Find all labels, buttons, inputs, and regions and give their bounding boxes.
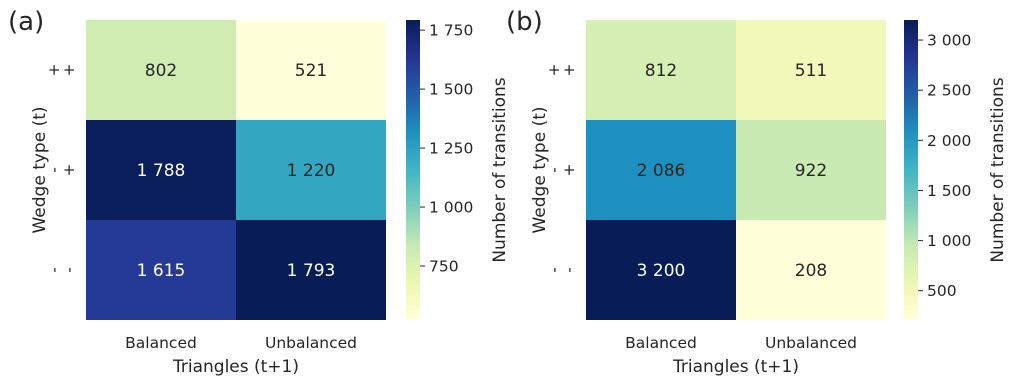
colorbar-tick-label: 2 500 bbox=[927, 82, 971, 100]
cell-value-label: 521 bbox=[295, 61, 327, 81]
y-tick-label-top: + bbox=[545, 64, 563, 77]
colorbar-tick-label: 3 000 bbox=[927, 32, 971, 50]
colorbar-tick-label: 1 000 bbox=[429, 199, 473, 217]
y-tick-label-top: - bbox=[45, 267, 63, 273]
cell-value-label: 812 bbox=[645, 61, 677, 81]
cell-value-label: 802 bbox=[145, 61, 177, 81]
panel-label: (b) bbox=[506, 7, 543, 37]
colorbar-label: Number of transitions bbox=[490, 77, 510, 262]
cell-value-label: 1 615 bbox=[137, 261, 186, 281]
heatmap-panel-b: (b) 812 511 2 086 922 3 200 208 Balanced Unbalan… bbox=[506, 7, 1008, 377]
y-tick-label-bottom: - bbox=[60, 267, 78, 273]
cell-value-label: 511 bbox=[795, 61, 827, 81]
heatmap-cell bbox=[736, 120, 886, 220]
y-tick-label-bottom: + bbox=[60, 164, 78, 177]
x-axis-label: Triangles (t+1) bbox=[172, 357, 299, 377]
colorbar-tick-label: 2 000 bbox=[927, 132, 971, 150]
colorbar-tick-label: 750 bbox=[429, 257, 459, 275]
cell-value-label: 1 793 bbox=[287, 261, 336, 281]
colorbar-tick-label: 500 bbox=[927, 282, 957, 300]
heatmap-cell bbox=[236, 120, 386, 220]
colorbar-tick-label: 1 500 bbox=[927, 182, 971, 200]
cell-value-label: 1 788 bbox=[137, 161, 186, 181]
cell-value-label: 922 bbox=[795, 161, 827, 181]
x-tick-label: Unbalanced bbox=[265, 334, 357, 352]
heatmap-cell bbox=[736, 220, 886, 320]
y-axis-label: Wedge type (t) bbox=[530, 106, 550, 233]
y-tick-label-top: - bbox=[45, 167, 63, 173]
heatmap-cell bbox=[86, 20, 236, 120]
y-tick-label-top: - bbox=[545, 167, 563, 173]
heatmap-panel-a: (a) 802 521 1 788 1 220 1 615 1 793 Balanced Unb… bbox=[8, 7, 510, 377]
cell-value-label: 208 bbox=[795, 261, 827, 281]
cell-value-label: 3 200 bbox=[637, 261, 686, 281]
x-tick-label: Balanced bbox=[625, 334, 697, 352]
y-tick-label-bottom: + bbox=[560, 164, 578, 177]
heatmap-cell bbox=[586, 20, 736, 120]
x-tick-label: Unbalanced bbox=[765, 334, 857, 352]
colorbar-tick-label: 1 750 bbox=[429, 22, 473, 40]
heatmap-cell bbox=[236, 220, 386, 320]
colorbar-tick-label: 1 500 bbox=[429, 81, 473, 99]
colorbar bbox=[406, 20, 420, 320]
colorbar bbox=[904, 20, 918, 320]
y-tick-label-bottom: - bbox=[560, 267, 578, 273]
heatmap-cell bbox=[736, 20, 886, 120]
cell-value-label: 1 220 bbox=[287, 161, 336, 181]
colorbar-tick-label: 1 000 bbox=[927, 232, 971, 250]
heatmap-cell bbox=[86, 120, 236, 220]
x-tick-label: Balanced bbox=[125, 334, 197, 352]
heatmap-cell bbox=[86, 220, 236, 320]
y-axis-label: Wedge type (t) bbox=[30, 106, 50, 233]
panel-label: (a) bbox=[8, 7, 44, 37]
heatmap-cell bbox=[236, 20, 386, 120]
x-axis-label: Triangles (t+1) bbox=[672, 357, 799, 377]
cell-value-label: 2 086 bbox=[637, 161, 686, 181]
y-tick-label-bottom: + bbox=[560, 64, 578, 77]
heatmap-cell bbox=[586, 120, 736, 220]
y-tick-label-bottom: + bbox=[60, 64, 78, 77]
y-tick-label-top: - bbox=[545, 267, 563, 273]
heatmap-cell bbox=[586, 220, 736, 320]
colorbar-label: Number of transitions bbox=[988, 77, 1008, 262]
y-tick-label-top: + bbox=[45, 64, 63, 77]
colorbar-tick-label: 1 250 bbox=[429, 140, 473, 158]
